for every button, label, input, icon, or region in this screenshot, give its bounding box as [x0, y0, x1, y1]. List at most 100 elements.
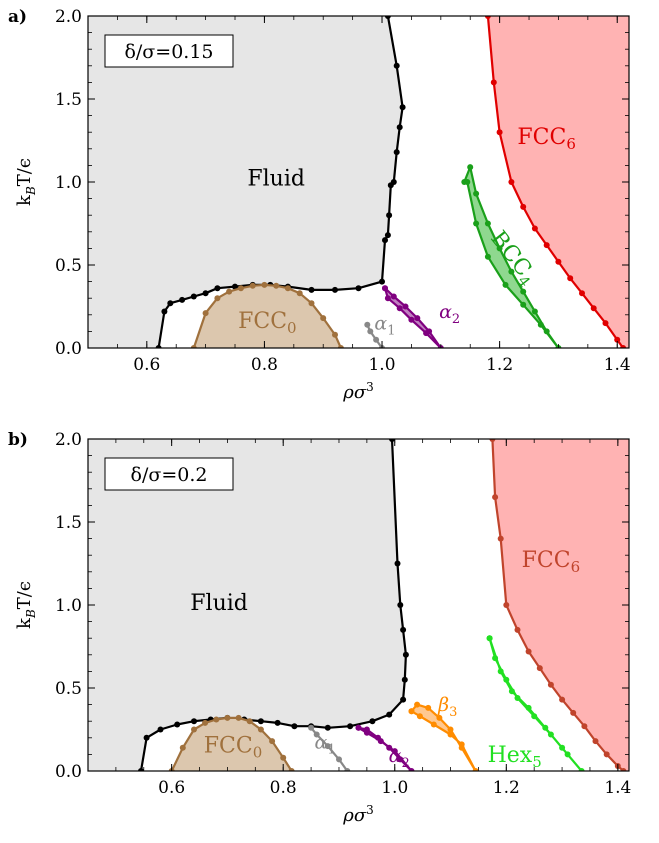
bcc4-point	[496, 245, 503, 252]
hex5-point	[514, 695, 521, 701]
fcc0-point	[179, 744, 186, 751]
fluid-point	[202, 290, 209, 297]
fcc0-line	[170, 716, 293, 771]
alpha2-point	[414, 315, 421, 322]
panel-b: Fluid FCC0 α1 α2 β3 Hex5 FCC6 0.6 0.8 1.0 1.2 1.4 0.…	[8, 430, 631, 826]
fcc6-region	[492, 439, 629, 771]
fluid-point	[399, 104, 406, 111]
fcc0-point	[190, 345, 197, 348]
fluid-point	[386, 212, 393, 219]
alpha1-point	[313, 731, 320, 738]
plot-area	[88, 16, 629, 348]
fcc0-point	[320, 315, 327, 322]
y-axis-title: kBT/ϵ	[14, 581, 38, 629]
fcc0-point	[337, 345, 344, 348]
fluid-point	[155, 345, 162, 348]
x-tick-label: 1.4	[604, 355, 631, 375]
fcc6-point	[525, 648, 532, 655]
alpha2-point	[408, 316, 415, 323]
bcc4-line	[463, 166, 560, 348]
series-alpha2	[355, 724, 415, 771]
hex5-point	[564, 751, 571, 758]
bcc4-point	[484, 220, 491, 227]
fcc6-line	[486, 16, 624, 348]
beta3-point	[425, 704, 432, 711]
fcc0-label: FCC0	[204, 734, 262, 762]
alpha2-point	[423, 330, 430, 337]
fcc0-point	[202, 310, 209, 317]
series-fcc0	[168, 714, 295, 771]
x-tick-label: 0.8	[251, 355, 278, 375]
hex5-point	[525, 704, 532, 711]
series-fcc6	[489, 439, 629, 771]
x-tick-label: 0.6	[133, 355, 160, 375]
fluid-point	[389, 439, 395, 442]
fluid-point	[394, 560, 401, 567]
fcc6-label: FCC6	[522, 548, 580, 576]
fluid-point	[355, 285, 362, 292]
fcc0-point	[237, 285, 244, 292]
bcc4-point	[537, 321, 544, 328]
hex5-point	[547, 731, 554, 738]
fcc0-point	[332, 331, 338, 338]
y-tick-label: 1.0	[55, 173, 82, 193]
fluid-point	[167, 300, 174, 307]
fcc6-point	[547, 681, 554, 688]
fluid-point	[179, 296, 186, 303]
fluid-point	[191, 718, 197, 725]
fcc0-point	[269, 738, 276, 745]
fluid-region	[88, 16, 403, 348]
hex5-label: Hex5	[488, 743, 542, 771]
beta3-point	[447, 726, 454, 733]
alpha1-point	[308, 724, 315, 731]
panel-label: b)	[8, 430, 28, 450]
fcc6-point	[570, 709, 577, 716]
fluid-point	[232, 283, 238, 290]
fcc6-point	[531, 225, 538, 232]
series-fcc6	[484, 16, 629, 348]
series-alpha1	[364, 321, 385, 348]
alpha2-point	[355, 724, 362, 731]
y-tick-label: 2.0	[55, 430, 82, 450]
series-fluid	[88, 16, 406, 348]
fluid-point	[382, 237, 388, 244]
x-tick-label: 1.2	[486, 355, 513, 375]
fcc0-point	[213, 716, 220, 723]
alpha1-point	[373, 336, 380, 343]
fcc6-point	[555, 258, 562, 265]
fluid-point	[384, 16, 391, 19]
fcc6-label: FCC6	[517, 125, 575, 153]
y-tick-label: 0.0	[55, 762, 82, 782]
hex5-point	[503, 676, 510, 683]
fcc6-point	[620, 768, 627, 771]
series-beta3	[408, 701, 479, 771]
bcc4-point	[467, 164, 474, 171]
fcc6-point	[492, 494, 499, 501]
hex5-point	[492, 655, 499, 662]
fcc0-point	[214, 295, 221, 302]
series-bcc4	[461, 164, 562, 348]
fluid-point	[396, 124, 403, 131]
fluid-point	[393, 62, 400, 69]
fluid-point	[308, 286, 315, 293]
fluid-point	[138, 768, 144, 771]
fluid-point	[400, 696, 407, 703]
bcc4-point	[502, 281, 509, 288]
beta3-region	[411, 704, 476, 771]
x-tick-label: 1.2	[493, 778, 520, 798]
alpha2-point	[397, 756, 404, 763]
fcc0-point	[308, 300, 315, 307]
fluid-point	[257, 718, 264, 725]
y-tick-label: 2.0	[55, 7, 82, 27]
fcc6-point	[579, 290, 585, 297]
fcc6-region	[487, 16, 629, 348]
annotation-box: δ/σ=0.15	[104, 34, 234, 68]
fluid-point	[332, 286, 338, 293]
fluid-point	[390, 179, 397, 185]
hex5-point	[542, 724, 549, 731]
fcc6-point	[620, 345, 627, 348]
alpha2-point	[377, 738, 384, 745]
bcc4-point	[508, 268, 515, 275]
alpha1-line	[366, 324, 383, 348]
bcc4-point	[520, 288, 527, 295]
